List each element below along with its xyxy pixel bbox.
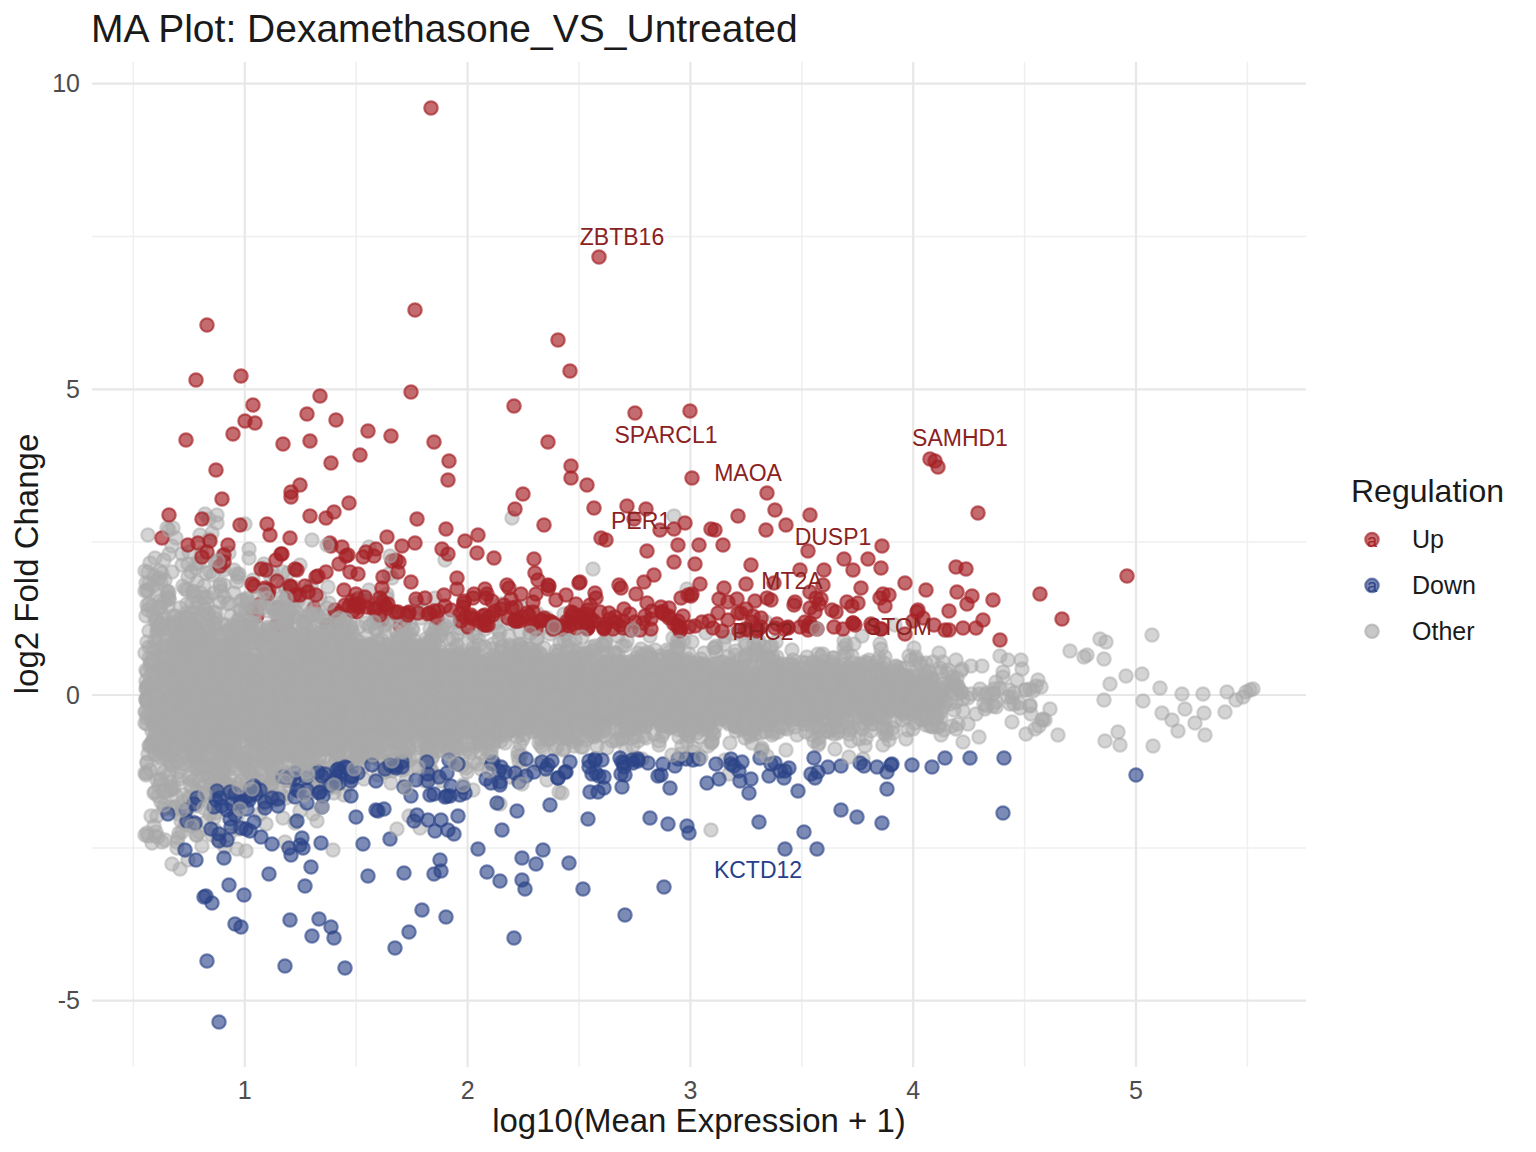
svg-text:-5: -5 [58,986,80,1014]
svg-text:5: 5 [1129,1076,1143,1104]
svg-text:DUSP1: DUSP1 [795,524,872,550]
svg-text:PER1: PER1 [611,508,671,534]
svg-text:SAMHD1: SAMHD1 [912,425,1008,451]
svg-text:SPARCL1: SPARCL1 [614,422,717,448]
svg-text:0: 0 [66,681,80,709]
svg-text:5: 5 [66,375,80,403]
svg-text:4: 4 [906,1076,920,1104]
svg-text:KCTD12: KCTD12 [714,857,802,883]
svg-text:a: a [1367,531,1378,551]
svg-text:a: a [1367,576,1378,596]
svg-text:3: 3 [683,1076,697,1104]
svg-text:PHC2: PHC2 [732,619,793,645]
svg-text:Regulation: Regulation [1351,473,1504,509]
svg-text:MT2A: MT2A [761,568,823,594]
svg-text:ZBTB16: ZBTB16 [580,224,664,250]
svg-text:STOM: STOM [866,614,932,640]
svg-text:MA Plot: Dexamethasone_VS_Untr: MA Plot: Dexamethasone_VS_Untreated [91,7,798,50]
svg-text:10: 10 [52,69,80,97]
svg-text:Down: Down [1412,571,1476,599]
svg-text:log10(Mean Expression + 1): log10(Mean Expression + 1) [492,1102,906,1139]
svg-text:MAOA: MAOA [714,460,782,486]
svg-text:log2 Fold Change: log2 Fold Change [8,434,45,695]
svg-text:1: 1 [238,1076,252,1104]
svg-text:Other: Other [1412,617,1475,645]
svg-text:2: 2 [461,1076,475,1104]
svg-text:Up: Up [1412,525,1444,553]
